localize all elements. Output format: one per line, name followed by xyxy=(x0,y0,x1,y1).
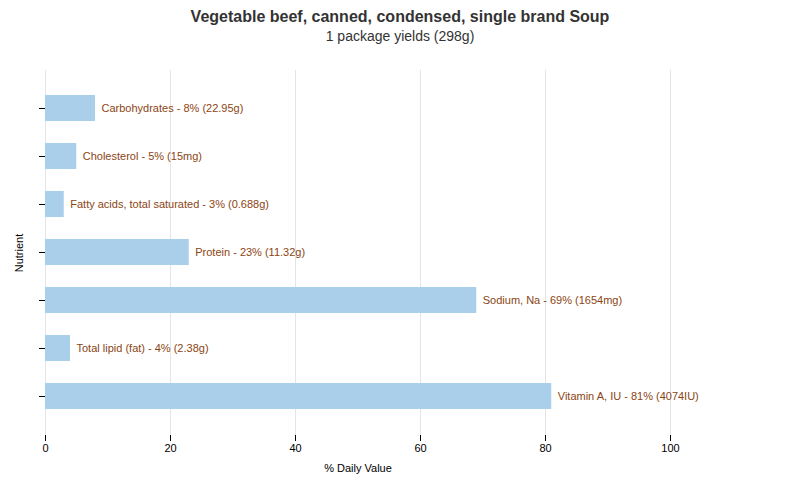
svg-text:100: 100 xyxy=(661,442,679,454)
svg-text:Vitamin A, IU - 81% (4074IU): Vitamin A, IU - 81% (4074IU) xyxy=(558,390,699,402)
svg-text:% Daily Value: % Daily Value xyxy=(324,462,392,474)
html-text:1 package yields (298g): 1 package yields (298g) xyxy=(325,28,475,44)
svg-text:Carbohydrates - 8% (22.95g): Carbohydrates - 8% (22.95g) xyxy=(102,102,244,114)
svg-text:40: 40 xyxy=(289,442,301,454)
svg-text:Cholesterol - 5% (15mg): Cholesterol - 5% (15mg) xyxy=(83,150,202,162)
svg-text:80: 80 xyxy=(539,442,551,454)
svg-text:Sodium, Na - 69% (1654mg): Sodium, Na - 69% (1654mg) xyxy=(483,294,622,306)
svg-text:Protein - 23% (11.32g): Protein - 23% (11.32g) xyxy=(195,246,305,258)
svg-text:Total lipid (fat) - 4% (2.38g): Total lipid (fat) - 4% (2.38g) xyxy=(77,342,209,354)
svg-text:0: 0 xyxy=(42,442,48,454)
svg-text:60: 60 xyxy=(414,442,426,454)
svg-text:20: 20 xyxy=(164,442,176,454)
svg-text:Fatty acids, total saturated -: Fatty acids, total saturated - 3% (0.688… xyxy=(70,198,269,210)
svg-text:Nutrient: Nutrient xyxy=(13,234,25,273)
html-text:Vegetable beef, canned, conden: Vegetable beef, canned, condensed, singl… xyxy=(190,8,610,25)
